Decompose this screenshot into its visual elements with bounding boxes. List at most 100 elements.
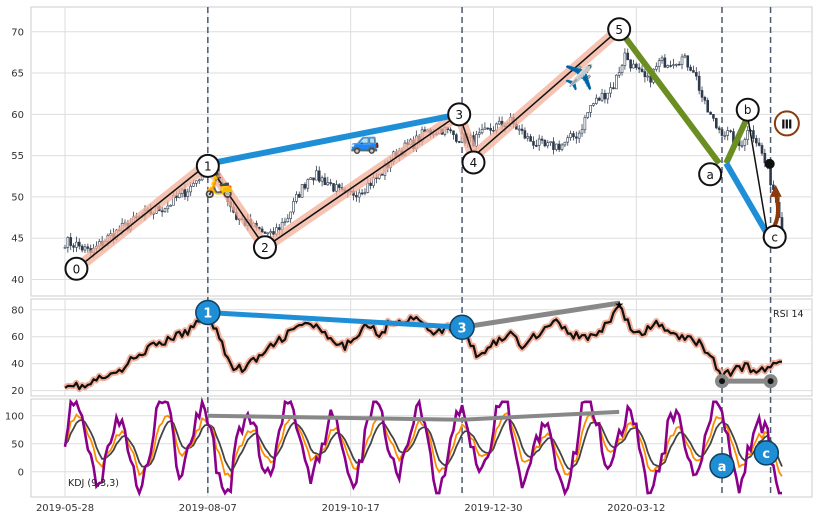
candle-body	[312, 177, 315, 181]
candle-body	[335, 184, 338, 192]
candle-body	[183, 189, 187, 197]
candle-body	[706, 100, 710, 113]
y-tick-label: 65	[11, 69, 24, 80]
y-tick-label: 80	[11, 305, 24, 316]
candle-body	[489, 127, 492, 131]
candle-body	[520, 128, 524, 131]
candle-body	[357, 192, 361, 198]
candle-body	[169, 204, 172, 207]
y-tick-label: 40	[11, 359, 24, 370]
wave-label-circle	[447, 102, 472, 127]
candle-body	[643, 71, 647, 78]
x-tick-label: 2019-05-28	[36, 503, 94, 514]
candle-body	[746, 129, 750, 140]
x-tick-label: 2019-08-07	[179, 503, 237, 514]
candle-body	[166, 205, 170, 210]
rsi-peak-star: ★	[614, 298, 624, 311]
candle-body	[637, 67, 641, 70]
candle-body	[75, 241, 78, 248]
candle-body	[723, 135, 727, 137]
candle-body	[77, 241, 81, 247]
wave-label: a	[706, 168, 713, 182]
candle-body	[572, 133, 575, 138]
candle-body	[754, 138, 758, 144]
candle-body	[692, 70, 695, 73]
candle-body	[483, 127, 487, 130]
candle-body	[80, 245, 84, 251]
candle-body	[672, 64, 675, 66]
y-tick-label: 55	[11, 151, 24, 162]
candle-body	[569, 133, 572, 138]
candle-body	[277, 227, 281, 230]
candle-body	[289, 211, 292, 219]
wave-label: 1	[204, 159, 212, 173]
candle-body	[337, 184, 341, 188]
kdj-panel-label: KDJ (9,3,3)	[68, 478, 119, 489]
candle-body	[640, 68, 644, 72]
rsi-divergence-line	[207, 309, 463, 330]
wave-label: b	[744, 103, 752, 117]
candle-body	[589, 105, 592, 113]
candle-body	[549, 141, 552, 144]
wave-label-circle	[735, 97, 760, 122]
candle-body	[600, 92, 604, 101]
candle-body	[532, 141, 535, 146]
kdj-wave-badge-label: a	[718, 460, 727, 475]
candle-body	[740, 145, 744, 147]
candle-body	[632, 63, 635, 69]
rsi-wave-badge-label: 1	[203, 306, 212, 321]
rsi-wave-badge-label: 3	[458, 321, 467, 336]
candle-body	[380, 173, 384, 176]
candle-body	[529, 136, 532, 142]
candle-body	[69, 237, 73, 246]
candle-body	[526, 136, 530, 139]
wave-1-3-line	[207, 111, 460, 167]
y-tick-label: 40	[11, 275, 24, 286]
wave-a-b-line	[723, 115, 751, 165]
candle-body	[657, 60, 661, 67]
candle-body	[320, 177, 324, 182]
candle-body	[714, 118, 718, 129]
candle-body	[620, 65, 624, 73]
y-tick-label: 45	[11, 234, 24, 245]
candle-body	[449, 129, 452, 132]
candle-body	[675, 63, 678, 66]
candle-body	[626, 52, 630, 61]
wave-b-c-line	[746, 116, 769, 236]
wave-label-circle	[64, 256, 89, 281]
wave-a-c-line	[723, 161, 771, 237]
candle-body	[309, 177, 312, 180]
candle-body	[655, 66, 658, 70]
wave-label: c	[771, 230, 778, 244]
candle-body	[537, 138, 541, 146]
candle-body	[269, 231, 272, 234]
candle-body	[332, 183, 335, 192]
candle-body	[286, 218, 290, 223]
candle-body	[669, 65, 672, 67]
candle-body	[315, 170, 318, 181]
emoji-marker: 🚙	[350, 127, 380, 155]
x-tick-label: 2019-12-30	[464, 503, 522, 514]
candle-body	[329, 182, 332, 184]
y-tick-label: 70	[11, 27, 24, 38]
candle-body	[317, 170, 321, 182]
candle-body	[720, 129, 724, 136]
candle-body	[606, 92, 610, 100]
candle-body	[563, 141, 567, 146]
y-tick-label: 60	[11, 110, 24, 121]
candle-body	[566, 137, 570, 143]
candle-body	[363, 192, 367, 194]
candle-body	[323, 177, 327, 186]
candle-body	[452, 130, 455, 136]
candle-body	[369, 182, 372, 186]
kdj-panel	[30, 398, 813, 498]
candle-body	[712, 114, 715, 119]
candle-body	[360, 192, 364, 195]
candle-body	[163, 208, 167, 212]
wave-label-circle	[195, 153, 220, 178]
kdj-divergence-line	[207, 413, 463, 422]
kdj-divergence-line	[461, 409, 620, 422]
y-tick-label: 50	[11, 439, 24, 450]
candle-body	[186, 191, 190, 197]
